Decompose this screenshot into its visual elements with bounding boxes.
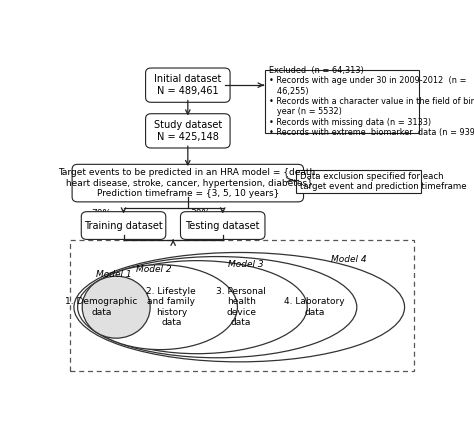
Text: 30%: 30% [191,209,211,218]
Ellipse shape [74,252,405,362]
Ellipse shape [82,276,150,338]
Bar [70,240,414,371]
Text: Model 2: Model 2 [137,265,172,274]
Ellipse shape [83,265,237,350]
Text: 3. Personal
health
device
data: 3. Personal health device data [216,287,266,327]
Text: Model 3: Model 3 [228,260,264,269]
FancyBboxPatch shape [181,212,265,240]
Bar [296,170,421,193]
Text: Excluded  (n = 64,313)
• Records with age under 30 in 2009-2012  (n =
   46,255): Excluded (n = 64,313) • Records with age… [269,66,474,137]
Text: Initial dataset
N = 489,461: Initial dataset N = 489,461 [154,74,221,96]
Text: 2. Lifestyle
and family
history
data: 2. Lifestyle and family history data [146,287,196,327]
Ellipse shape [87,261,307,354]
FancyBboxPatch shape [146,114,230,148]
FancyBboxPatch shape [82,212,166,240]
Text: Study dataset
N = 425,148: Study dataset N = 425,148 [154,120,222,142]
Text: 1. Demographic
data: 1. Demographic data [65,298,137,317]
Text: Model 1: Model 1 [96,270,132,279]
Text: Data exclusion specified for each
target event and prediction timeframe: Data exclusion specified for each target… [300,172,466,191]
Ellipse shape [78,257,357,358]
Bar [265,70,419,133]
Text: Testing dataset: Testing dataset [185,220,260,231]
Text: Target events to be predicted in an HRA model = {death,
 heart disease, stroke, : Target events to be predicted in an HRA … [58,168,318,198]
Text: Model 4: Model 4 [331,255,367,264]
FancyBboxPatch shape [72,165,303,202]
Text: 70%: 70% [91,209,111,218]
FancyBboxPatch shape [146,68,230,102]
Text: Training dataset: Training dataset [84,220,163,231]
Text: 4. Laboratory
data: 4. Laboratory data [284,298,345,317]
